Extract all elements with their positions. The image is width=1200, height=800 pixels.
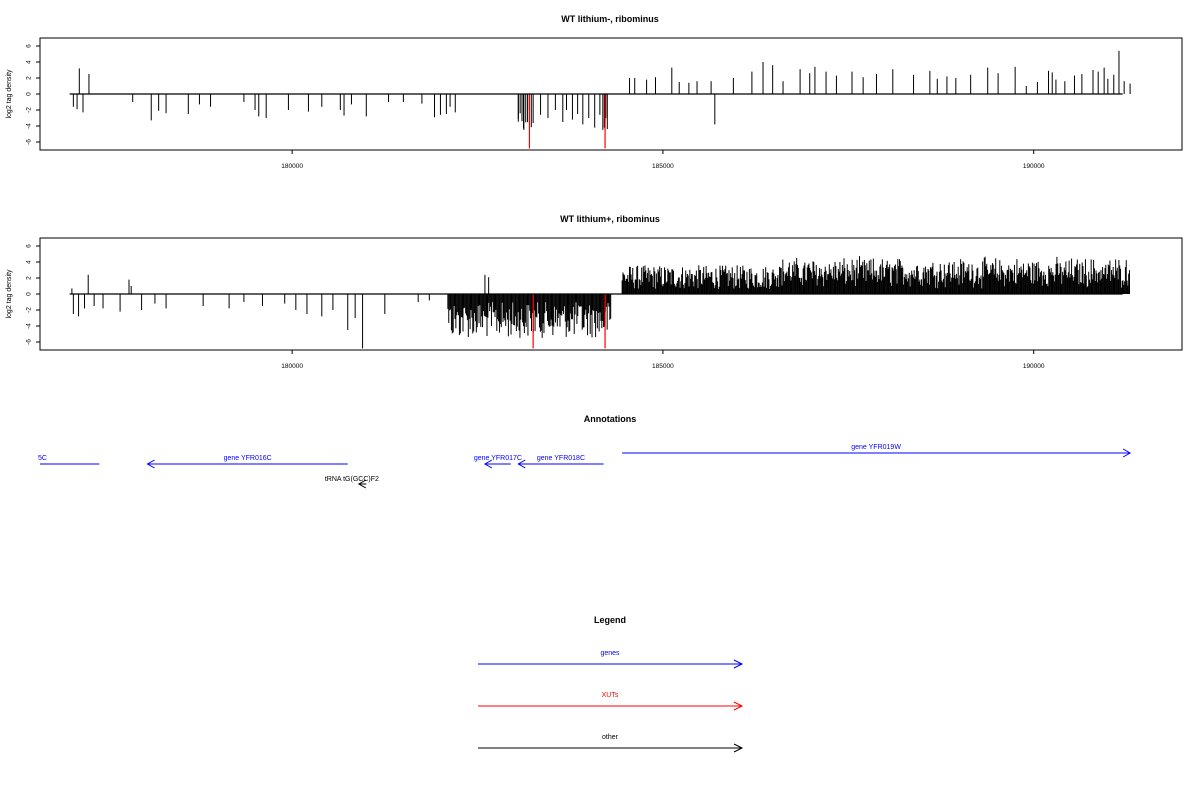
annotation-feature: tRNA tG(GCC)F2 bbox=[325, 476, 379, 489]
y-tick-label: -6 bbox=[26, 339, 33, 345]
x-tick-label: 180000 bbox=[281, 163, 303, 170]
y-tick-label: -2 bbox=[26, 107, 33, 113]
x-axis: 180000 185000 190000 bbox=[281, 349, 1045, 370]
annotation-features: 5C gene YFR016C gene YFR017C gene YFR018C ge… bbox=[38, 444, 1132, 489]
annotation-feature: gene YFR017C bbox=[474, 455, 522, 469]
panel-title: WT lithium+, ribominus bbox=[560, 214, 660, 224]
y-axis: -6 -4 -2 0 2 4 6 bbox=[26, 244, 41, 345]
y-tick-label: -6 bbox=[26, 139, 33, 145]
arrow-right-icon bbox=[733, 701, 744, 711]
arrow-left-icon bbox=[483, 459, 493, 469]
x-tick-label: 180000 bbox=[281, 363, 303, 370]
y-tick-label: 6 bbox=[26, 244, 33, 248]
annotation-feature: gene YFR018C bbox=[517, 455, 604, 469]
legend-entry: other bbox=[478, 734, 744, 753]
y-axis: -6 -4 -2 0 2 4 6 bbox=[26, 44, 41, 145]
legend: Legend genes XUTs other bbox=[478, 615, 744, 753]
y-tick-label: -4 bbox=[26, 323, 33, 329]
annotations-track: Annotations 5C gene YFR016C gene YFR017C ge… bbox=[38, 414, 1132, 489]
feature-label: 5C bbox=[38, 455, 47, 462]
legend-title: Legend bbox=[594, 615, 626, 625]
annotations-title: Annotations bbox=[584, 414, 637, 424]
arrow-left-icon bbox=[357, 479, 367, 489]
x-tick-label: 185000 bbox=[652, 163, 674, 170]
feature-label: gene YFR018C bbox=[537, 455, 585, 462]
x-tick-label: 190000 bbox=[1023, 163, 1045, 170]
arrow-right-icon bbox=[733, 659, 744, 669]
legend-entries: genes XUTs other bbox=[478, 650, 744, 753]
y-tick-label: 2 bbox=[26, 276, 33, 280]
arrow-right-icon bbox=[1122, 448, 1132, 458]
x-tick-label: 190000 bbox=[1023, 363, 1045, 370]
annotation-feature: gene YFR019W bbox=[622, 444, 1132, 458]
x-axis: 180000 185000 190000 bbox=[281, 149, 1045, 170]
legend-label: XUTs bbox=[602, 692, 619, 699]
annotation-feature: 5C bbox=[38, 455, 100, 465]
legend-entry: genes bbox=[478, 650, 744, 669]
y-tick-label: 6 bbox=[26, 44, 33, 48]
feature-label: gene YFR017C bbox=[474, 455, 522, 462]
y-axis-label: log2 tag density bbox=[6, 269, 13, 319]
arrow-left-icon bbox=[146, 459, 155, 469]
arrow-right-icon bbox=[733, 743, 744, 753]
panel-lithium-minus: WT lithium-, ribominus log2 tag density … bbox=[6, 14, 1183, 170]
signal-bars bbox=[69, 256, 1130, 349]
annotation-feature: gene YFR016C bbox=[146, 455, 348, 469]
feature-label: gene YFR016C bbox=[224, 455, 272, 462]
y-axis-label: log2 tag density bbox=[6, 69, 13, 119]
y-tick-label: -4 bbox=[26, 123, 33, 129]
arrow-left-icon bbox=[517, 459, 526, 469]
y-tick-label: -2 bbox=[26, 307, 33, 313]
legend-label: other bbox=[602, 734, 619, 741]
y-tick-label: 4 bbox=[26, 60, 33, 64]
legend-entry: XUTs bbox=[478, 692, 744, 711]
x-tick-label: 185000 bbox=[652, 363, 674, 370]
panel-title: WT lithium-, ribominus bbox=[561, 14, 659, 24]
signal-bars bbox=[69, 50, 1131, 149]
legend-label: genes bbox=[600, 650, 620, 657]
feature-label: tRNA tG(GCC)F2 bbox=[325, 476, 379, 483]
y-tick-label: 2 bbox=[26, 76, 33, 80]
panel-lithium-plus: WT lithium+, ribominus log2 tag density … bbox=[6, 214, 1183, 370]
y-tick-label: 4 bbox=[26, 260, 33, 264]
y-tick-label: 0 bbox=[26, 292, 33, 296]
feature-label: gene YFR019W bbox=[851, 444, 901, 451]
y-tick-label: 0 bbox=[26, 92, 33, 96]
